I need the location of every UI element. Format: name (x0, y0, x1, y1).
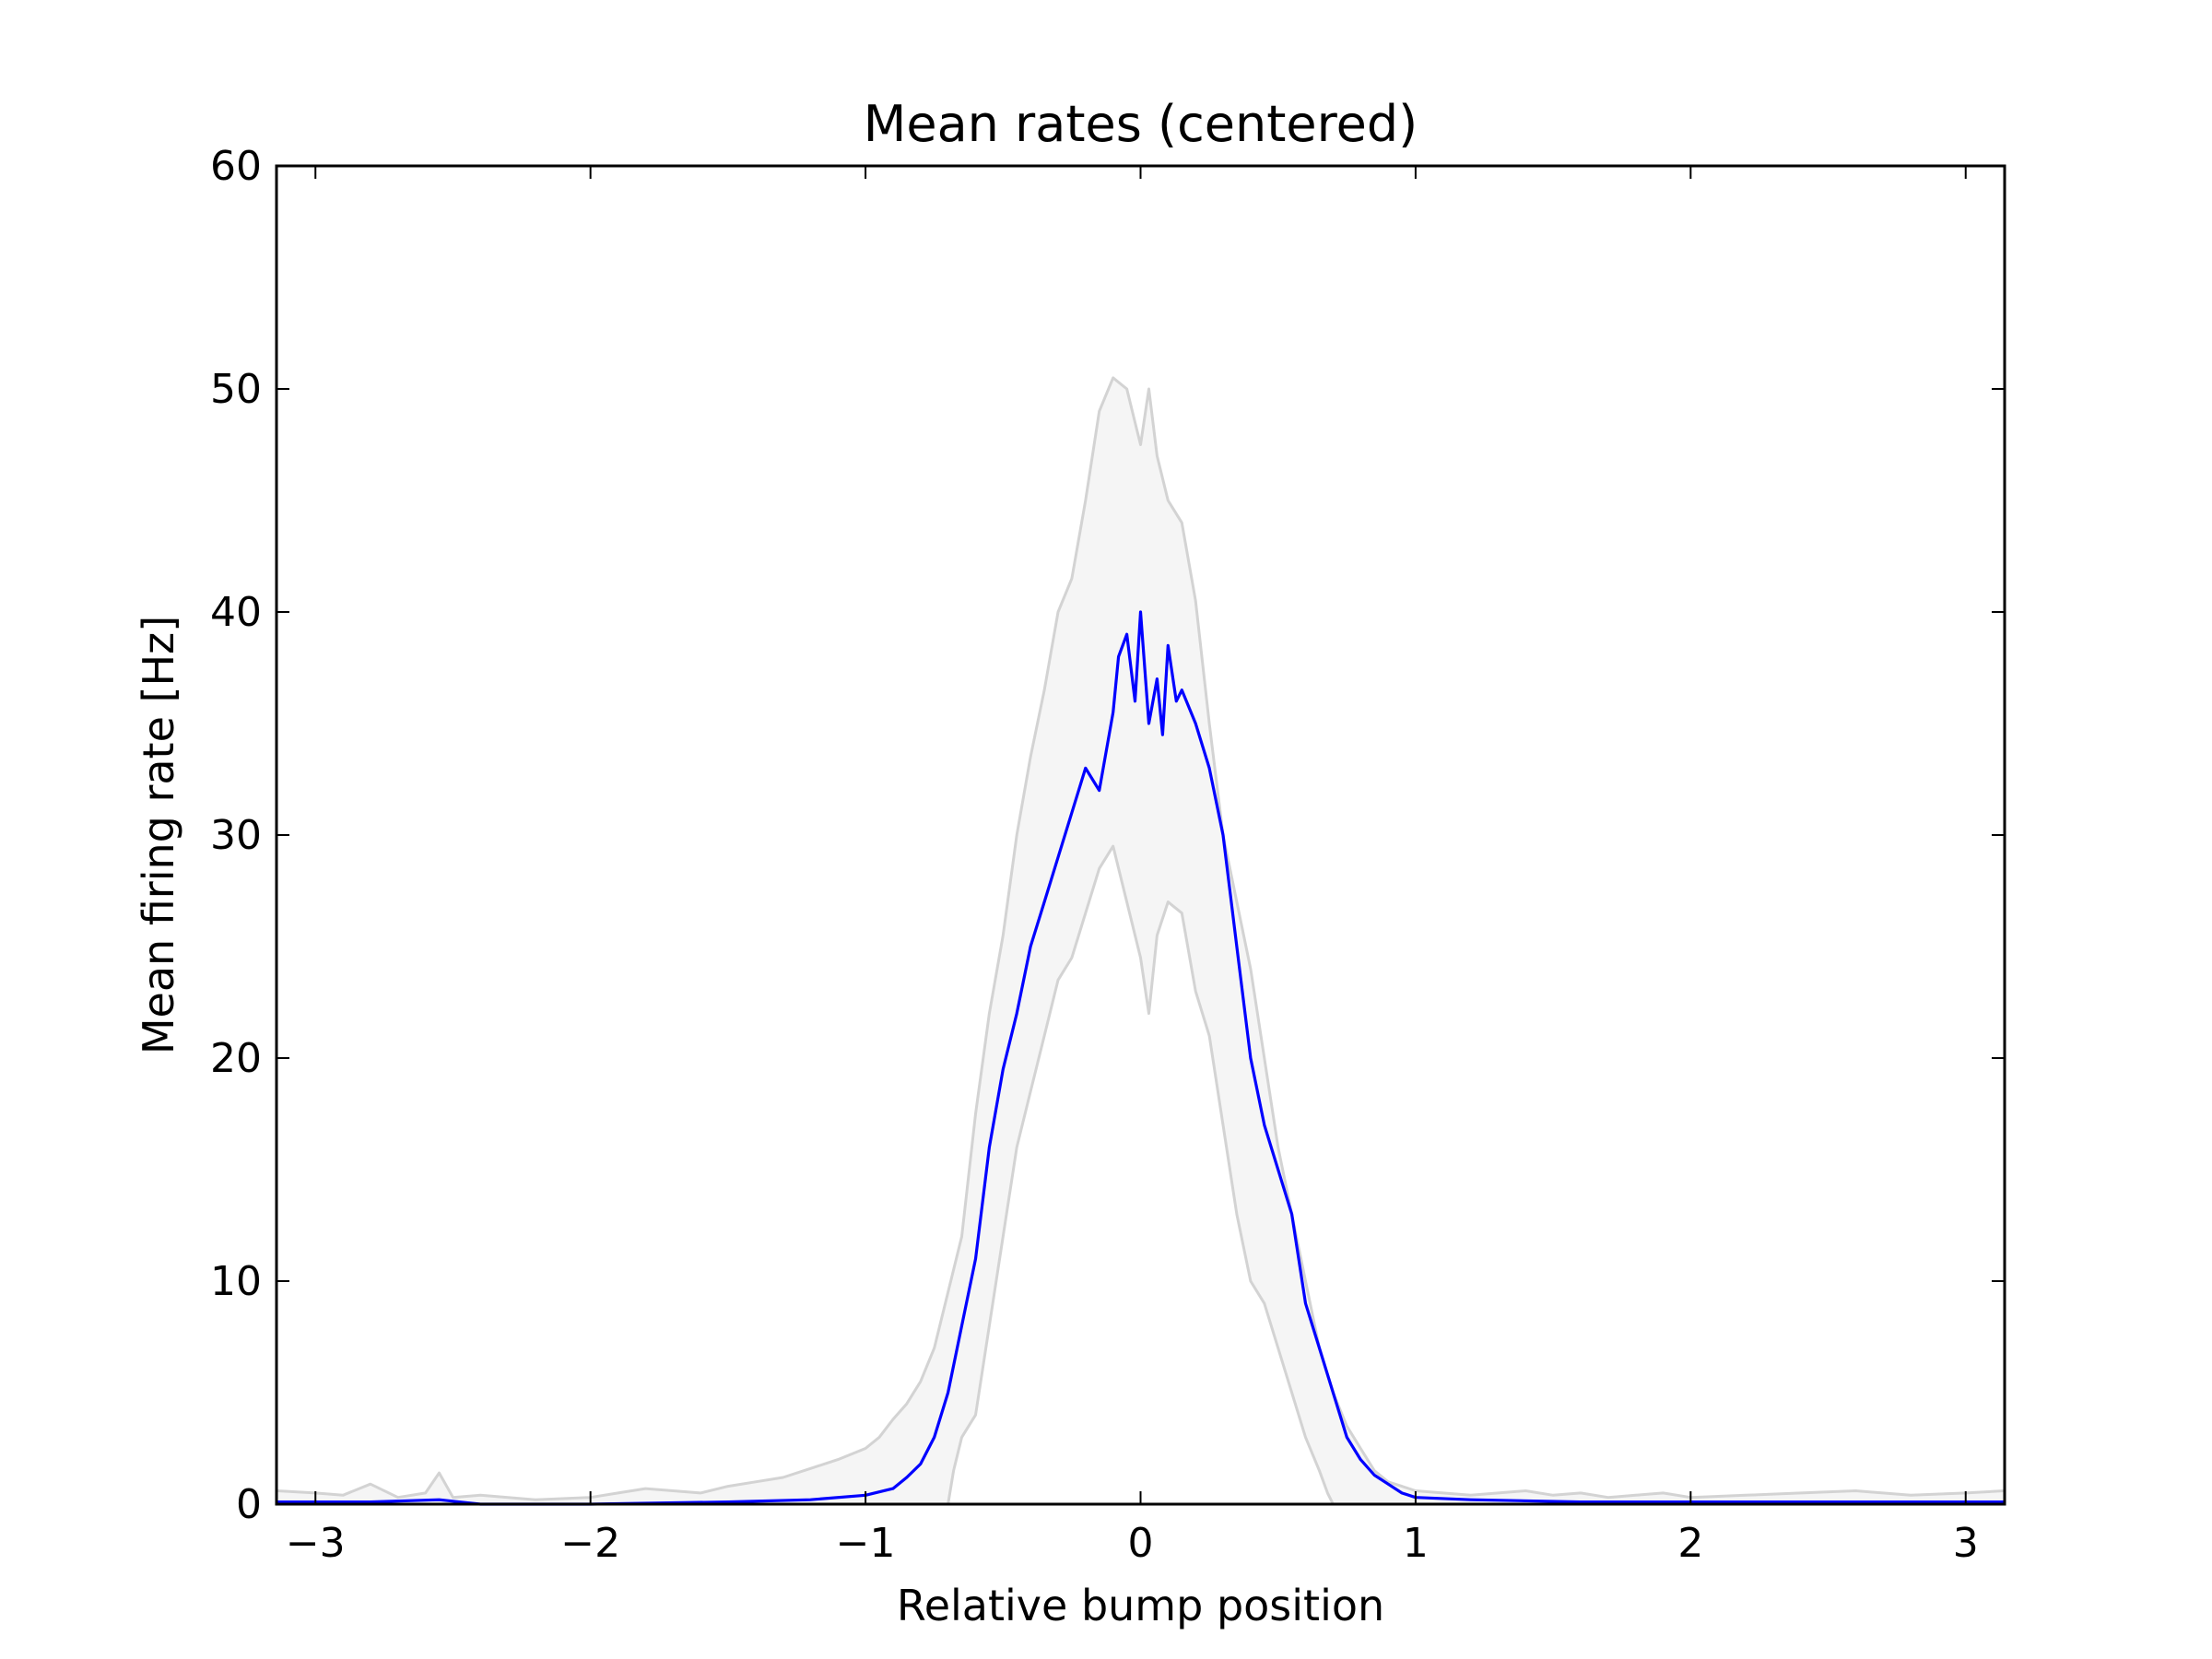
y-tick-label: 50 (210, 366, 262, 413)
series-line-mean (276, 610, 2005, 1506)
plot-area (276, 376, 2005, 1506)
chart-title: Mean rates (centered) (864, 95, 1418, 153)
std-band (276, 377, 2005, 1504)
y-axis-label: Mean firing rate [Hz] (134, 616, 183, 1054)
x-tick-label: 3 (1953, 1520, 1979, 1567)
x-tick-label: −2 (560, 1520, 620, 1567)
y-tick-label: 60 (210, 143, 262, 190)
x-tick-label: −3 (286, 1520, 346, 1567)
axes-frame (275, 164, 2006, 1506)
y-tick-label: 30 (210, 812, 262, 859)
x-tick-label: 1 (1403, 1520, 1429, 1567)
x-axis-label: Relative bump position (897, 1581, 1384, 1630)
x-tick-label: 0 (1128, 1520, 1154, 1567)
y-tick-label: 40 (210, 589, 262, 636)
y-tick-label: 0 (236, 1481, 262, 1528)
series-line-upper (276, 376, 2005, 1501)
x-tick-label: 2 (1677, 1520, 1703, 1567)
series-line-lower (276, 844, 2005, 1506)
x-tick-label: −1 (836, 1520, 896, 1567)
y-tick-label: 10 (210, 1258, 262, 1305)
y-tick-label: 20 (210, 1035, 262, 1082)
